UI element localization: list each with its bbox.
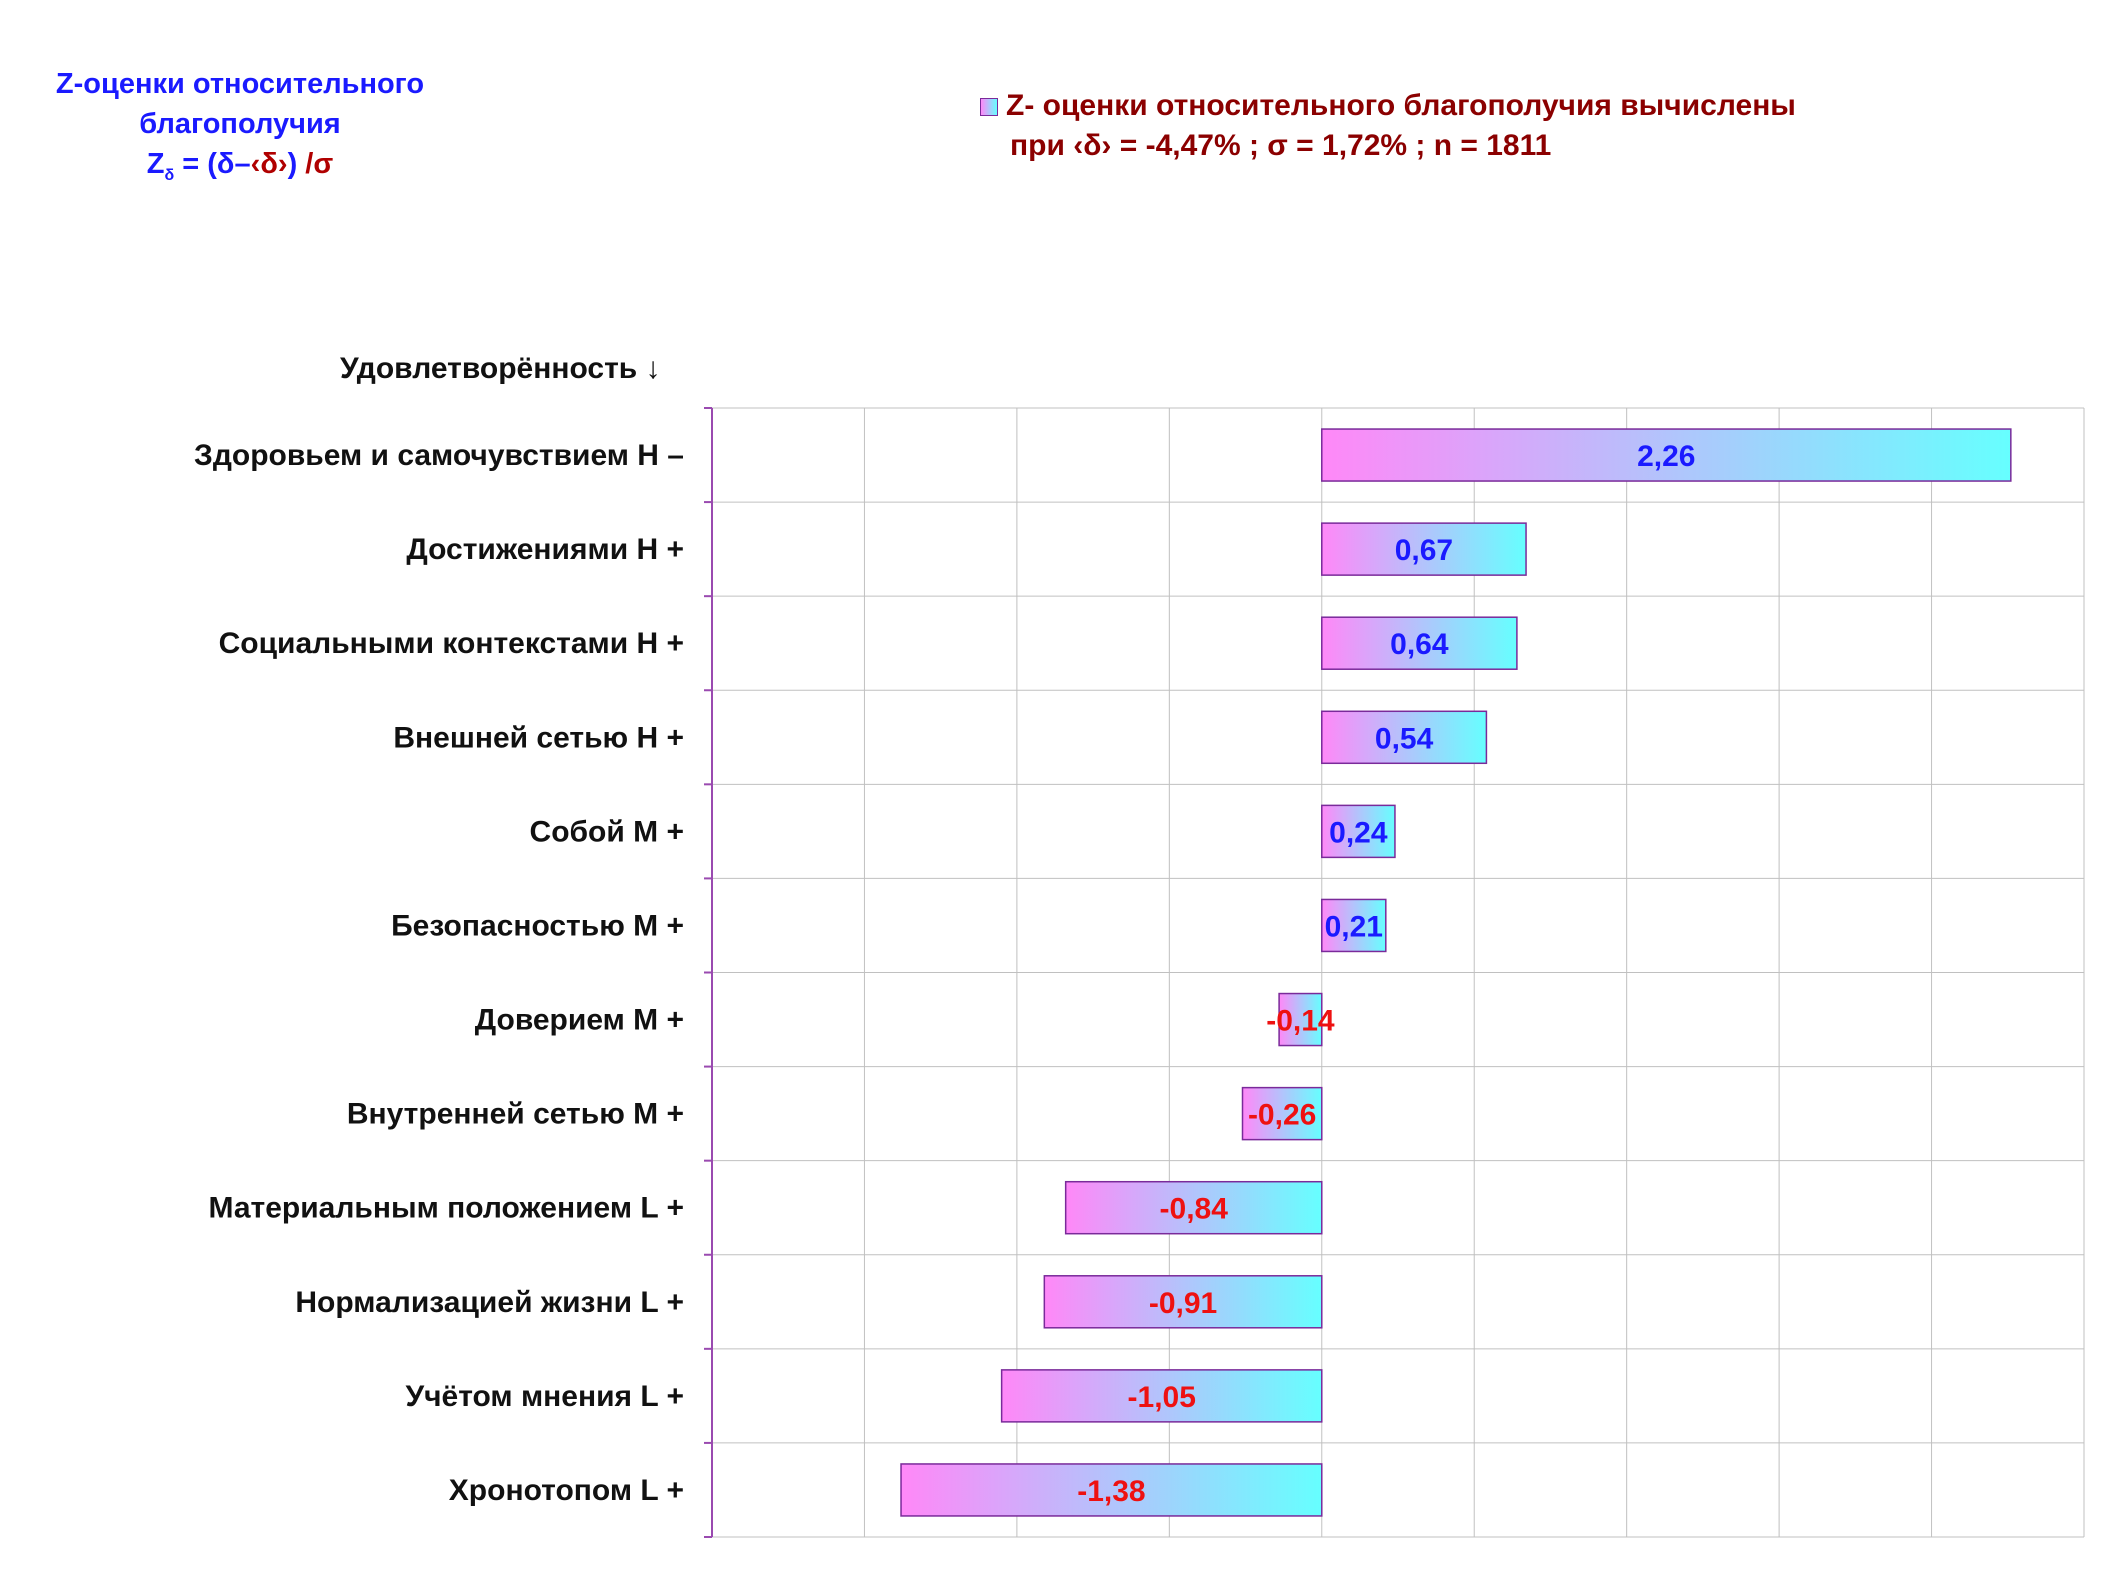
category-label: Безопасностью M + xyxy=(391,909,684,942)
value-label: -0,91 xyxy=(1149,1287,1217,1320)
value-label: 0,24 xyxy=(1329,816,1388,849)
value-label: 0,54 xyxy=(1375,722,1434,755)
formula-z-sub: δ xyxy=(164,166,175,184)
value-label: -1,05 xyxy=(1128,1381,1196,1414)
y-axis-title: Удовлетворённость ↓ xyxy=(340,352,661,385)
grid-lines xyxy=(704,407,2085,1538)
value-label: 0,64 xyxy=(1390,628,1449,661)
bar xyxy=(1241,1086,1323,1141)
value-label: 2,26 xyxy=(1637,440,1695,473)
value-label: 0,21 xyxy=(1325,910,1383,943)
formula-box: Z-оценки относительного благополучия Zδ … xyxy=(40,64,440,196)
legend-swatch xyxy=(980,98,998,117)
bar xyxy=(1321,428,2012,482)
value-label: -0,26 xyxy=(1248,1099,1316,1132)
category-label: Здоровьем и самочувствием H – xyxy=(194,439,684,472)
category-label: Внутренней сетью M + xyxy=(347,1098,684,1131)
category-label: Внешней сетью H + xyxy=(393,721,684,754)
formula-title-line2: благополучия xyxy=(139,108,341,140)
category-label: Собой M + xyxy=(530,815,684,848)
category-labels: Здоровьем и самочувствием H – Достижениям… xyxy=(194,439,684,1507)
bar xyxy=(1064,1180,1323,1235)
bar xyxy=(1321,522,1527,576)
value-label: -1,38 xyxy=(1077,1475,1145,1508)
formula-expression: Zδ = (δ–‹δ›) /σ xyxy=(40,144,440,196)
bar xyxy=(1321,898,1387,953)
formula-div: /σ xyxy=(305,148,334,180)
legend-line1: Z- оценки относительного благополучия вы… xyxy=(1006,89,1796,122)
legend-line1-row: Z- оценки относительного благополучия вы… xyxy=(980,86,1796,126)
category-label: Материальным положением L + xyxy=(208,1192,684,1225)
legend-line2: при ‹δ› = -4,47% ; σ = 1,72% ; n = 1811 xyxy=(1010,129,1552,162)
bar xyxy=(1043,1275,1323,1329)
value-label: -0,84 xyxy=(1160,1193,1229,1226)
value-labels: 2,26 0,67 0,64 0,54 0,24 0,21 -0,14 -0,26 -0,84 -… xyxy=(1077,440,1695,1508)
bar xyxy=(1278,992,1323,1047)
category-label: Социальными контекстами H + xyxy=(219,627,684,660)
formula-eq-close: ) xyxy=(287,148,298,180)
formula-minus: – xyxy=(234,148,251,180)
bar xyxy=(1321,710,1488,765)
value-label: 0,67 xyxy=(1395,534,1453,567)
category-label: Нормализацией жизни L + xyxy=(295,1286,684,1319)
bar xyxy=(900,1463,1323,1517)
bar xyxy=(1321,804,1396,859)
formula-mean: ‹δ› xyxy=(250,148,288,180)
legend: Z- оценки относительного благополучия вы… xyxy=(980,86,1796,166)
category-label: Хронотопом L + xyxy=(449,1474,684,1507)
formula-z: Z xyxy=(146,148,165,180)
formula-eq-open: = (δ xyxy=(174,148,235,180)
bar xyxy=(1000,1369,1323,1423)
value-label: -0,14 xyxy=(1266,1005,1335,1038)
bar xyxy=(1321,616,1518,670)
category-label: Достижениями H + xyxy=(406,533,684,566)
bars xyxy=(900,428,2012,1517)
formula-title-line1: Z-оценки относительного xyxy=(55,68,425,100)
category-label: Учётом мнения L + xyxy=(405,1380,684,1413)
category-label: Доверием M + xyxy=(475,1004,684,1037)
